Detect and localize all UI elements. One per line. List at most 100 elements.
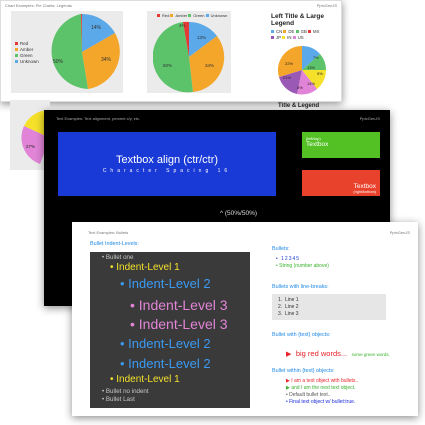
numbered-text: Line 2 [284, 304, 299, 310]
within-bullet-text: Default bullet text.. [289, 392, 331, 398]
legend-label: Green [193, 13, 205, 18]
within-list: ▶ I am a text object with bullets.. ▶ and… [286, 378, 358, 406]
indent-bullet-item: • Bullet one [102, 254, 133, 261]
bullet-dot-icon: • [110, 262, 117, 273]
pie3-label: 5% [317, 71, 323, 76]
indent-bullet-item: • Indent-Level 2 [120, 276, 211, 291]
slide-bullets[interactable]: Text Examples: Bullets PptxGenJS Bullet … [72, 222, 418, 416]
indent-bullet-text: Indent-Level 1 [116, 262, 180, 273]
pie-chart-2: Red Amber Green Unknown 4% 13% 34% 50% [147, 11, 231, 93]
within-bullet-text: Final text object w/ bullet:true. [289, 399, 356, 405]
indent-bullet-item: • Indent-Level 1 [110, 374, 180, 385]
indent-bullet-item: • Indent-Level 2 [120, 336, 211, 351]
legend-label: MX [313, 29, 320, 34]
legend-label: Amber [175, 13, 188, 18]
triangle-bullet-icon: ▶ [286, 351, 292, 358]
bullet-dot-icon: • [102, 388, 106, 395]
legend-label: IN [287, 34, 292, 40]
pie-chart-3: Left Title & Large Legend CN DE GB MX JP… [261, 11, 337, 95]
within-bullet-item: • Default bullet text.. [286, 392, 358, 399]
slide-header-right: PptxGenJS [389, 230, 410, 235]
linebreaks-title: Bullets with line-breaks: [272, 284, 329, 290]
indent-bullet-text: Bullet one [105, 254, 134, 261]
textobj-small-text: some green words. [351, 352, 390, 357]
textobj-title: Bullet with {text} objects: [272, 332, 331, 338]
bullet-dot-icon: • [102, 396, 106, 403]
pie2-graphic: 4% 13% 34% 50% [153, 21, 225, 93]
textbox-right-bottom-caption: (right/bottom) [353, 190, 376, 194]
legend-label: Green [20, 53, 33, 58]
pie3-legend: CN DE GB MX JP IN US [271, 29, 333, 40]
bullet-dot-icon: • [130, 316, 139, 332]
textbox-center[interactable]: Textbox align (ctr/ctr) Character Spacin… [58, 132, 276, 196]
textbox-left-top-label: Textbox [306, 141, 329, 148]
textbox-right-bottom-label: Textbox [353, 183, 376, 190]
numbered-text: Line 3 [284, 311, 299, 317]
pie4-label: 27% [26, 144, 35, 149]
within-bullet-text: I am a text object with bullets.. [291, 378, 359, 384]
triangle-bullet-icon: ▶ [286, 378, 292, 384]
pie3-label: 22% [285, 61, 293, 66]
bullet-dot-icon: • [286, 399, 290, 405]
bottom-chart-title: Title & Legend [278, 103, 320, 109]
within-bullet-item: ▶ I am a text object with bullets.. [286, 378, 358, 385]
legend-label: JP [276, 34, 281, 40]
legend-label: DE [288, 29, 295, 34]
pie3-label: 21% [283, 75, 291, 80]
numbered-text: Line 1 [284, 297, 299, 303]
pie1-label: 50% [53, 59, 64, 65]
indent-bullet-text: Bullet no indent [105, 388, 149, 395]
pie2-legend: Red Amber Green Unknown [157, 13, 227, 19]
pie3-label: 8% [297, 85, 303, 90]
legend-label: GB [300, 29, 307, 34]
legend-label: Red [20, 41, 29, 46]
legend-label: Unknown [210, 13, 228, 18]
textbox-right-bottom[interactable]: Textbox (right/bottom) [302, 170, 380, 196]
percent-position-label: ^ (50%/50%) [220, 210, 258, 217]
textbox-left-top-caption: (left/top) [306, 136, 321, 141]
pie1-label: 14% [91, 25, 102, 31]
legend-label: US [297, 34, 304, 40]
bullet-dot-icon: • [120, 336, 129, 351]
indent-bullet-text: Indent-Level 3 [138, 297, 228, 313]
indent-bullet-text: Indent-Level 2 [128, 336, 211, 351]
pie1-legend: Red Amber Green Unknown [15, 41, 39, 65]
textbox-left-top[interactable]: (left/top) Textbox [302, 132, 380, 158]
pie3-graphic: 22% 7% 13% 5% 14% 8% 21% [277, 45, 327, 95]
pie2-label: 13% [197, 35, 206, 40]
textbox-center-subtitle: Character Spacing 16 [102, 168, 232, 174]
bullet-text: 12345 [281, 256, 301, 262]
slide-header-right: PptxGenJS [359, 116, 380, 121]
bullet-dot-icon: • [130, 297, 139, 313]
triangle-bullet-icon: ▶ [286, 385, 292, 391]
indent-bullet-item: • Bullet no indent [102, 388, 149, 395]
pie4-graphic: 27% [21, 109, 50, 164]
indent-bullet-text: Indent-Level 3 [138, 316, 228, 332]
bullet-dot-icon: • [110, 374, 117, 385]
indent-bullet-item: • Bullet Last [102, 396, 135, 403]
pie-chart-1: Red Amber Green Unknown 14% 34% 50% [11, 11, 123, 93]
bullet-dot-icon: • [120, 356, 129, 371]
indent-bullet-item: • Indent-Level 3 [130, 316, 228, 332]
pie2-label: 50% [163, 63, 172, 68]
bullets-list: • 12345 • String (number above) [276, 256, 329, 270]
numbered-item: 3. Line 3 [278, 311, 299, 317]
textobj-bullet: ▶ big red words... some green words. [286, 343, 390, 361]
legend-label: Red [162, 13, 170, 18]
bullet-item: • 12345 [276, 256, 301, 262]
indent-bullet-item: • Indent-Level 3 [130, 297, 228, 313]
indent-bullet-text: Indent-Level 2 [128, 356, 211, 371]
bullet-item: • String (number above) [276, 263, 329, 269]
legend-label: Amber [20, 47, 34, 52]
pie1-graphic: 14% 34% 50% [51, 13, 120, 89]
bullet-indent-box: • Bullet one • Indent-Level 1 • Indent-Lev… [90, 252, 250, 408]
slide-pie-legends[interactable]: Chart Examples: Pie Charts: Legends Pptx… [0, 0, 342, 102]
linebreaks-box: 1. Line 1 2. Line 2 3. Line 3 [272, 294, 386, 320]
pie2-label: 4% [179, 23, 186, 28]
within-bullet-item: • Final text object w/ bullet:true. [286, 399, 358, 406]
textobj-big-text: big red words... [295, 349, 348, 358]
pie3-label: 7% [313, 55, 319, 60]
bullet-indent-title: Bullet Indent-Levels: [90, 241, 139, 247]
pie1-label: 34% [101, 57, 112, 63]
bullet-dot-icon: • [286, 392, 290, 398]
